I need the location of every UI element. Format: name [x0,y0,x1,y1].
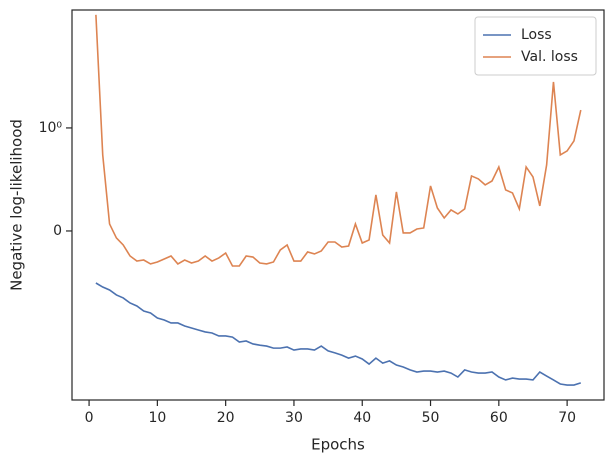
x-tick-label: 60 [490,410,508,426]
x-tick-label: 10 [148,410,166,426]
y-tick-label: 10⁰ [39,120,63,136]
x-tick-label: 70 [558,410,576,426]
x-tick-label: 0 [85,410,94,426]
series-line [95,282,582,386]
legend-label: Loss [521,27,552,43]
x-tick-label: 40 [353,410,371,426]
legend-label: Val. loss [521,49,578,65]
x-tick-label: 30 [285,410,303,426]
legend-box [474,16,597,76]
series-line [95,14,582,267]
y-axis-label: Negative log-likelihood [8,119,26,291]
plot-frame [71,9,605,401]
x-axis-label: Epochs [311,436,365,454]
y-tick-label: 0 [53,223,62,239]
x-tick-label: 20 [217,410,235,426]
x-tick-label: 50 [422,410,440,426]
